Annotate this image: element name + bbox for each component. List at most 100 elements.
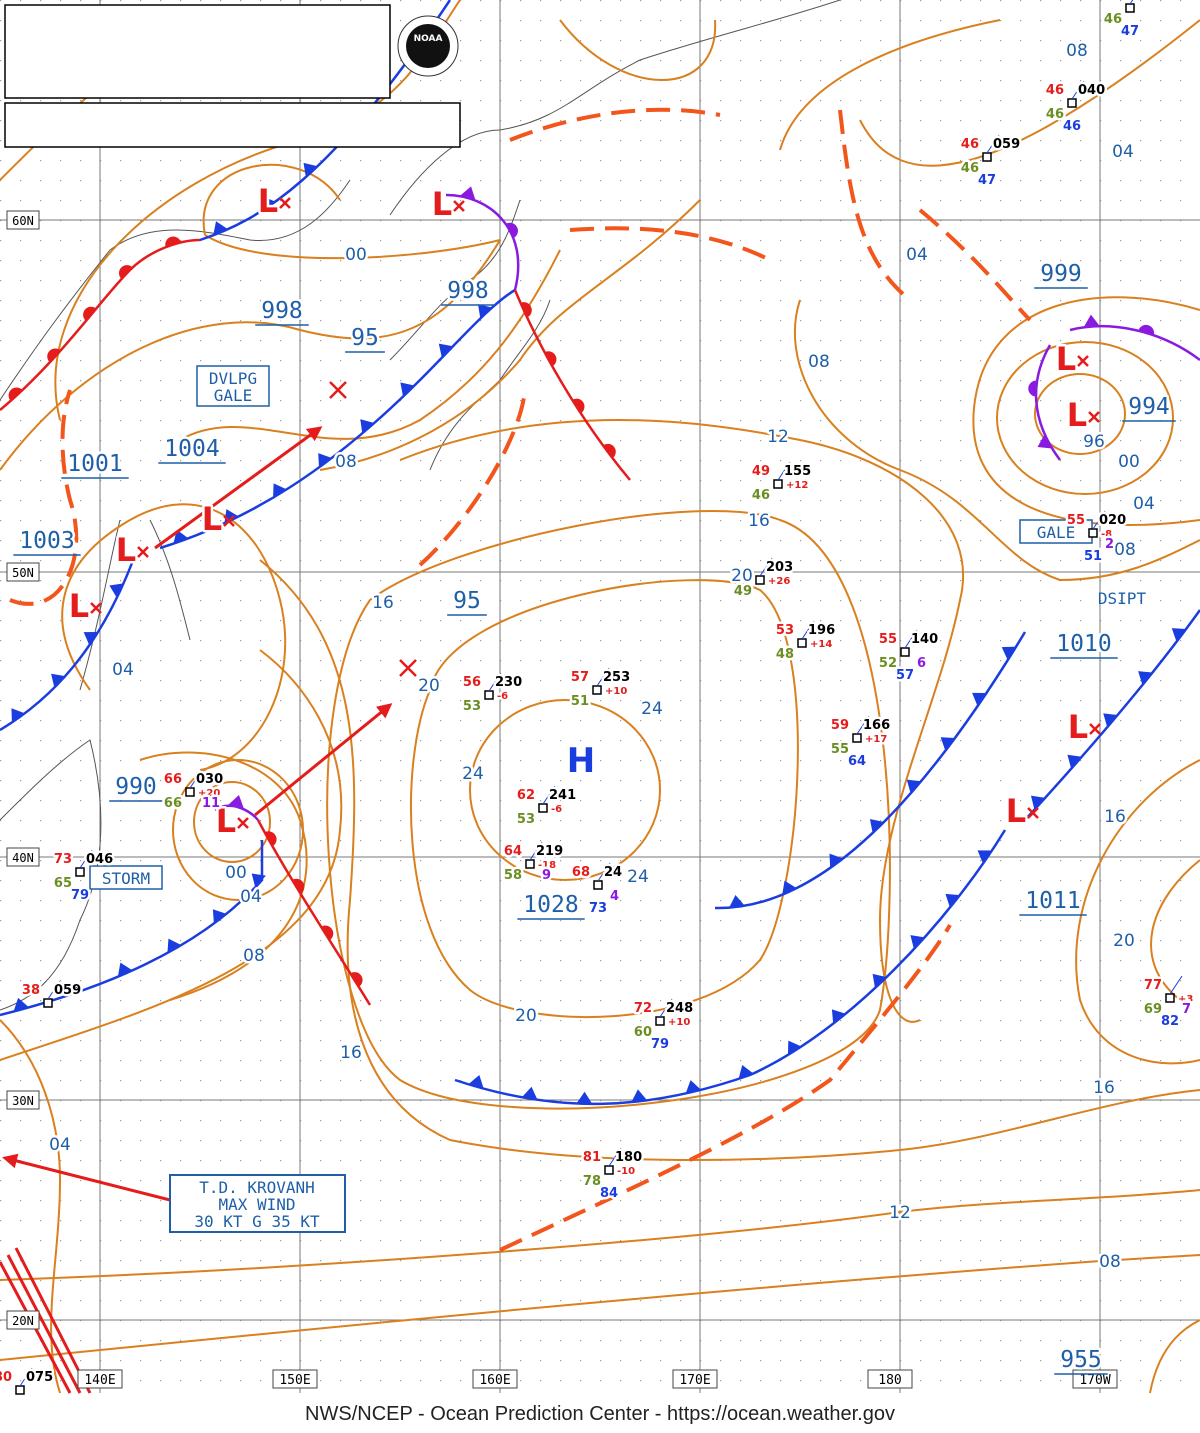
isobar-label: 96 (1083, 432, 1105, 452)
latitude-label-box (6, 1310, 40, 1330)
station-pressure: 248 (666, 1001, 693, 1016)
cold-front-symbol (729, 895, 745, 908)
station-symbol (900, 647, 910, 657)
station-symbol (1165, 993, 1175, 1003)
center-cross (90, 602, 102, 614)
fronts (0, 0, 1200, 1106)
station-symbol (755, 575, 765, 585)
isobar-label: 04 (240, 887, 262, 907)
wind-barb (1169, 975, 1183, 995)
cold-front-symbol (1030, 795, 1046, 810)
warning-label: GALE (214, 386, 253, 405)
station-temp: 56 (463, 675, 481, 690)
forecast-tracks (0, 381, 417, 1394)
low-center: L (69, 587, 89, 625)
longitude-label-box (867, 1369, 913, 1389)
station-pressure: 040 (1078, 83, 1105, 98)
pressure-label: 990 (115, 774, 157, 800)
station-tendency: +10 (605, 686, 627, 697)
cold-front-symbol (831, 1009, 846, 1024)
pressure-label: 1028 (523, 892, 578, 918)
cold-front-symbol (83, 632, 99, 646)
longitude-label: 150E (279, 1373, 310, 1388)
wind-barb (1129, 0, 1134, 5)
station-symbol (593, 880, 603, 890)
station-symbol (773, 479, 783, 489)
latitude-label: 30N (12, 1094, 34, 1108)
pressure-label: 1011 (1025, 888, 1080, 914)
low-center: L (216, 802, 236, 840)
station-pressure: 241 (549, 788, 576, 803)
warm-front-symbol (47, 348, 61, 363)
cold-front-symbol (906, 779, 922, 794)
center-cross (237, 817, 249, 829)
wind-barb (597, 862, 611, 882)
cold-front-symbol (11, 708, 25, 723)
latitude-label-box (6, 210, 40, 230)
longitude-label: 140E (84, 1373, 115, 1388)
station-pressure: 140 (911, 632, 938, 647)
station-wave: 79 (651, 1037, 669, 1052)
station-temp: 64 (504, 844, 522, 859)
station-pressure: 155 (784, 464, 811, 479)
station-symbol (1088, 528, 1098, 538)
station-symbol (1125, 3, 1135, 13)
station-symbol (797, 638, 807, 648)
cold-front-symbol (1067, 754, 1082, 769)
wind-barb (529, 841, 543, 861)
station-tendency: -6 (497, 691, 508, 702)
cold-front-symbol (521, 1086, 538, 1100)
tropical-note-box (169, 1174, 346, 1233)
isobar-label: 16 (748, 511, 770, 531)
station-pressure: 219 (536, 844, 563, 859)
station-pressure: 059 (993, 137, 1020, 152)
low-center: L (116, 531, 136, 569)
troughs (9, 107, 1032, 1252)
warning-label: STORM (102, 869, 150, 888)
station-pressure: 24 (604, 865, 622, 880)
station-symbol (982, 152, 992, 162)
station-dewpoint: 65 (54, 876, 72, 891)
wind-barb (19, 1367, 33, 1387)
pressure-label: 95 (453, 588, 481, 614)
station-temp: 73 (54, 852, 72, 867)
isobar-label: 08 (808, 352, 830, 372)
warning-label: DVLPG (209, 369, 257, 388)
station-wave: 47 (978, 173, 996, 188)
station-pressure: 180 (615, 1150, 642, 1165)
cold-front-symbol (1138, 671, 1153, 685)
station-pressure: 196 (808, 623, 835, 638)
station-dewpoint: 69 (1144, 1002, 1162, 1017)
isobar-label: 08 (335, 452, 357, 472)
cold-front-symbol (1037, 434, 1052, 449)
low-center: L (258, 182, 278, 220)
center-cross (279, 197, 291, 209)
station-temp: 77 (1144, 978, 1162, 993)
station-symbol (592, 685, 602, 695)
isobar-label: 20 (731, 566, 753, 586)
cold-front-symbol (273, 483, 287, 498)
center-cross (223, 515, 235, 527)
station-tendency: -8 (1101, 529, 1112, 540)
cold-front-symbol (117, 962, 133, 977)
station-extra: 11 (202, 796, 220, 811)
longitude-label-box (672, 1369, 718, 1389)
isobar-label: 12 (889, 1203, 911, 1223)
station-pressure: 075 (26, 1370, 53, 1385)
isobar-label: 08 (243, 946, 265, 966)
warm-front-symbol (1138, 324, 1155, 336)
station-wave: 73 (589, 901, 607, 916)
cold-front-symbol (228, 795, 244, 809)
center-cross (137, 546, 149, 558)
footer: NWS/NCEP - Ocean Prediction Center - htt… (305, 1403, 895, 1425)
latitude-label: 50N (12, 566, 34, 580)
station-dewpoint: 46 (752, 488, 770, 503)
station-temp: 57 (571, 670, 589, 685)
center-cross (1027, 807, 1039, 819)
wind-barb (659, 998, 673, 1018)
pressure-label: 994 (1128, 394, 1170, 420)
cold-front-symbol (262, 196, 276, 211)
cold-front-symbol (787, 1040, 802, 1056)
station-symbol (15, 1385, 25, 1395)
cold-front-symbol (167, 938, 182, 954)
